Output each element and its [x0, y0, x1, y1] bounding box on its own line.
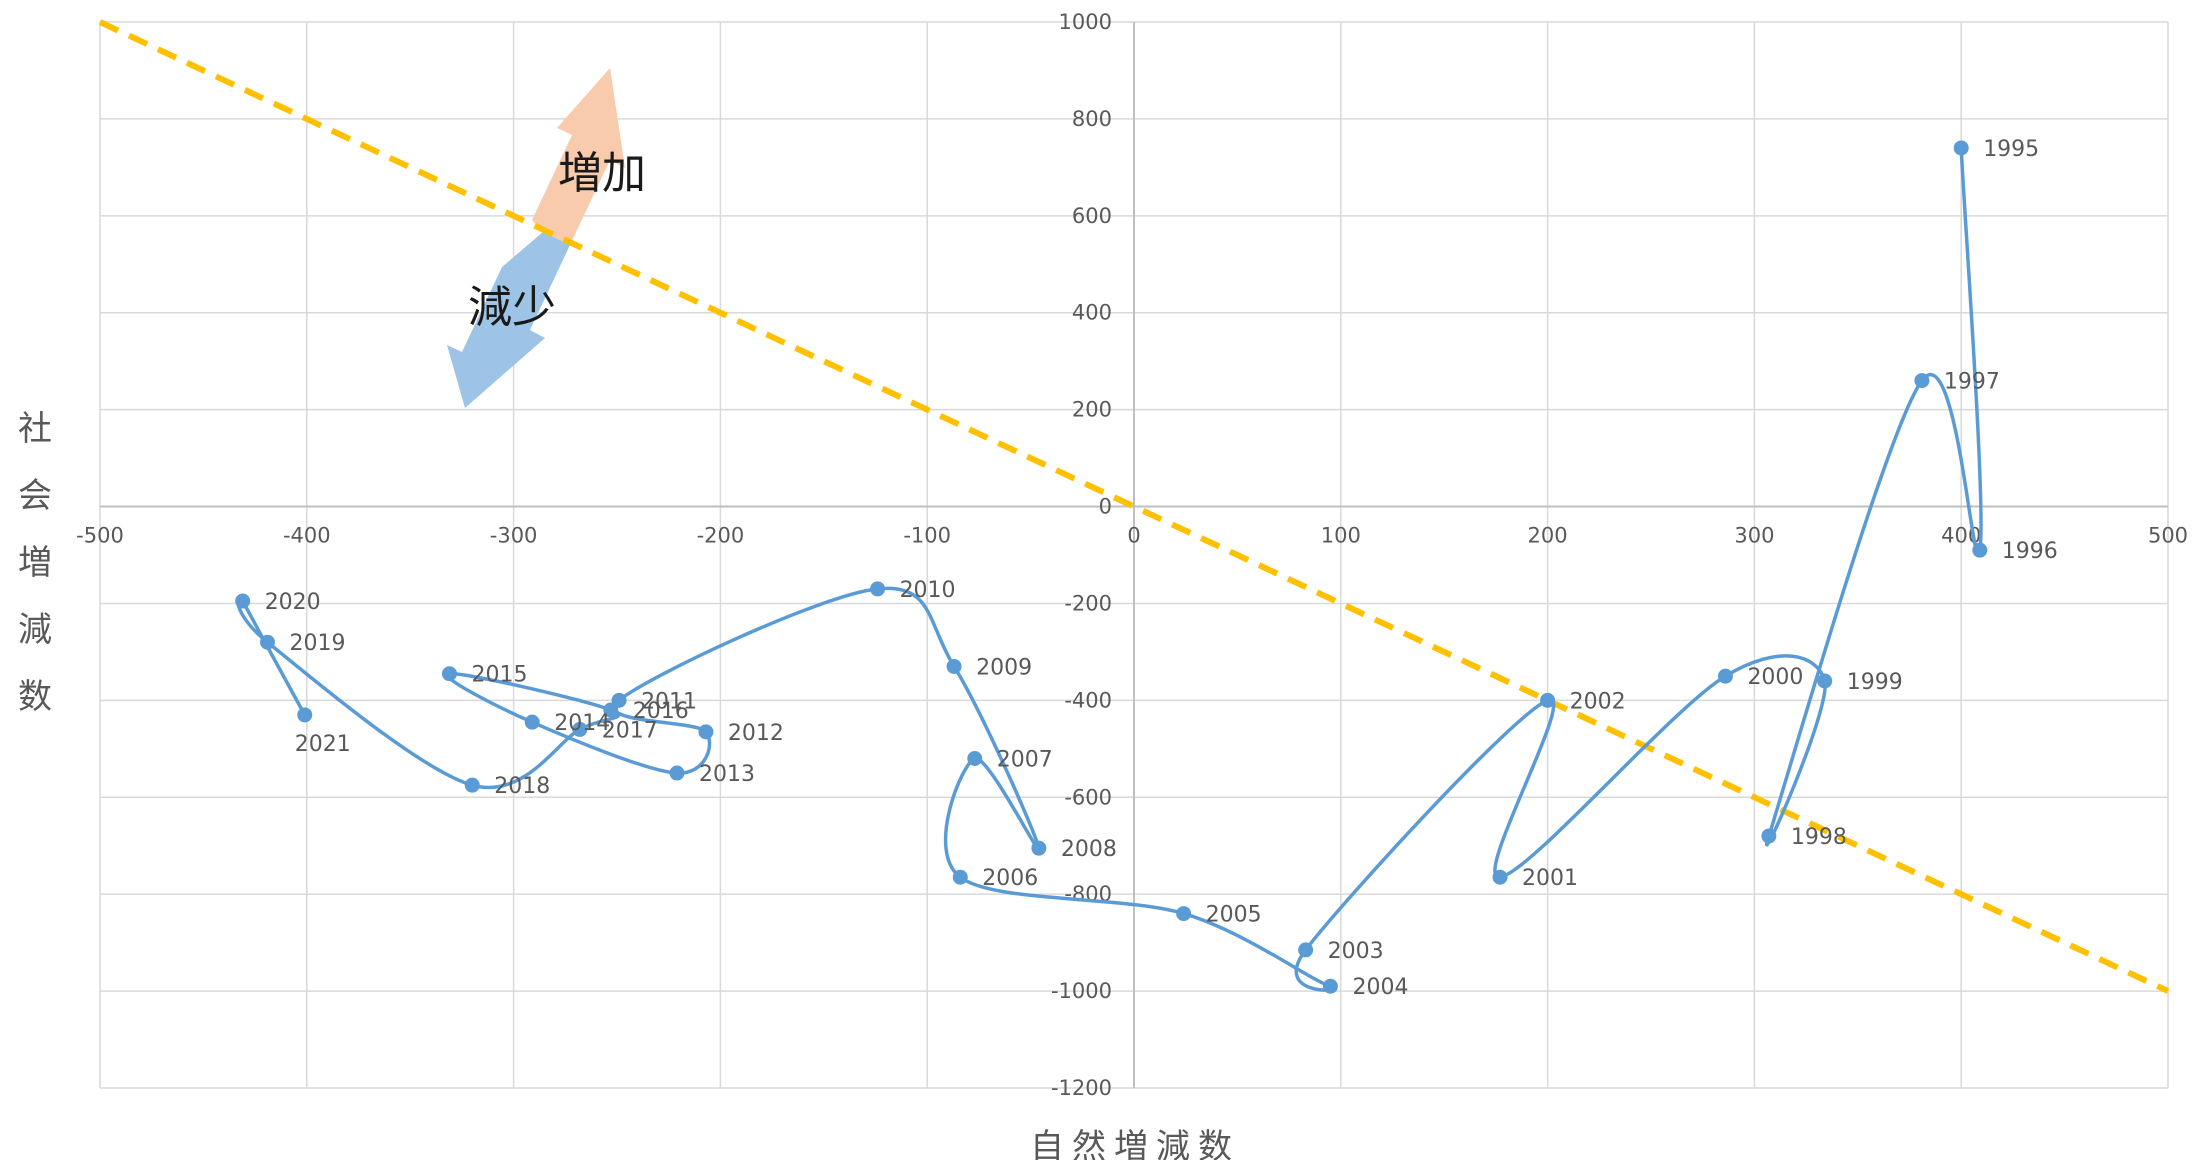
data-label: 2002 — [1570, 689, 1626, 714]
y-tick-label: -600 — [1064, 785, 1112, 809]
data-label: 2006 — [982, 866, 1038, 891]
data-point — [1540, 692, 1556, 708]
data-point — [1717, 668, 1733, 684]
data-label: 2008 — [1061, 837, 1117, 862]
data-point — [1322, 978, 1338, 994]
data-point — [870, 581, 886, 597]
data-point — [1298, 942, 1314, 958]
y-axis-title-char: 減 — [18, 610, 52, 650]
data-label: 2011 — [641, 689, 697, 714]
data-point — [572, 721, 588, 737]
data-point — [235, 593, 251, 609]
data-label: 1998 — [1791, 825, 1847, 850]
data-label: 2003 — [1328, 939, 1384, 964]
data-point — [946, 658, 962, 674]
y-tick-label: 1000 — [1059, 10, 1112, 34]
data-label: 2001 — [1522, 866, 1578, 891]
annotation-decrease: 減少 — [468, 282, 556, 333]
x-tick-label: -400 — [283, 524, 331, 548]
reference-line — [98, 19, 2170, 994]
data-point — [1176, 906, 1192, 922]
x-tick-label: -100 — [903, 524, 951, 548]
x-tick-label: 0 — [1127, 524, 1140, 548]
data-point — [967, 751, 983, 767]
data-point — [464, 777, 480, 793]
data-label: 2004 — [1352, 975, 1408, 1000]
point-labels: 1995199619971998199920002001200220032004… — [265, 137, 2058, 1000]
x-tick-label: 100 — [1321, 524, 1361, 548]
data-label: 1999 — [1847, 670, 1903, 695]
x-tick-label: 500 — [2148, 524, 2188, 548]
data-label: 2012 — [728, 721, 784, 746]
y-axis-title-char: 数 — [18, 677, 52, 717]
series — [235, 140, 1988, 994]
data-point — [603, 702, 619, 718]
data-label: 2019 — [290, 631, 346, 656]
y-axis-title-char: 会 — [18, 476, 52, 516]
y-axis-title-char: 社 — [18, 409, 52, 449]
y-tick-label: 600 — [1072, 204, 1112, 228]
data-point — [1761, 828, 1777, 844]
y-axis-title-char: 増 — [18, 543, 52, 583]
data-point — [952, 869, 968, 885]
data-label: 2007 — [997, 748, 1053, 773]
data-label: 2013 — [699, 762, 755, 787]
data-point — [1953, 140, 1969, 156]
data-point — [1914, 373, 1930, 389]
y-tick-label: 800 — [1072, 107, 1112, 131]
data-point — [1817, 673, 1833, 689]
y-tick-label: 400 — [1072, 301, 1112, 325]
x-tick-label: -300 — [490, 524, 538, 548]
axis-ticks: -500 -400 -300 -200 -100 0 100 200 300 400 5001000… — [76, 10, 2188, 1100]
data-label: 2017 — [602, 718, 658, 743]
data-point — [260, 634, 276, 650]
decrease-arrow — [447, 232, 570, 408]
data-label: 2021 — [295, 732, 351, 757]
data-label: 1995 — [1983, 137, 2039, 162]
grid — [99, 21, 2169, 1089]
data-label: 2016 — [633, 699, 689, 724]
data-label: 1996 — [2002, 539, 2058, 564]
data-point — [1492, 869, 1508, 885]
data-label: 2014 — [554, 711, 610, 736]
y-tick-label: -200 — [1064, 591, 1112, 615]
increase-arrow — [532, 68, 625, 245]
y-tick-label: -400 — [1064, 688, 1112, 712]
data-label: 1997 — [1944, 370, 2000, 395]
y-tick-label: 0 — [1099, 495, 1112, 519]
y-tick-label: -1000 — [1051, 979, 1112, 1003]
data-point — [698, 724, 714, 740]
x-tick-label: 200 — [1528, 524, 1568, 548]
x-tick-label: -200 — [697, 524, 745, 548]
data-point — [1031, 840, 1047, 856]
data-point — [669, 765, 685, 781]
data-label: 2009 — [976, 655, 1032, 680]
data-label: 2010 — [900, 578, 956, 603]
x-axis-title: 自然増減数 — [1030, 1127, 1240, 1160]
y-tick-label: 200 — [1072, 398, 1112, 422]
data-point — [1972, 542, 1988, 558]
data-label: 2018 — [494, 774, 550, 799]
direction-arrows — [447, 68, 625, 408]
data-label: 2020 — [265, 590, 321, 615]
data-label: 2000 — [1747, 665, 1803, 690]
reference-line-path — [98, 19, 2170, 994]
data-point — [441, 666, 457, 682]
data-point — [524, 714, 540, 730]
y-tick-label: -1200 — [1051, 1076, 1112, 1100]
data-point — [297, 707, 313, 723]
x-tick-label: -500 — [76, 524, 124, 548]
annotation-increase: 増加 — [558, 148, 646, 199]
data-label: 2005 — [1206, 903, 1262, 928]
x-tick-label: 300 — [1734, 524, 1774, 548]
data-label: 2015 — [471, 663, 527, 688]
